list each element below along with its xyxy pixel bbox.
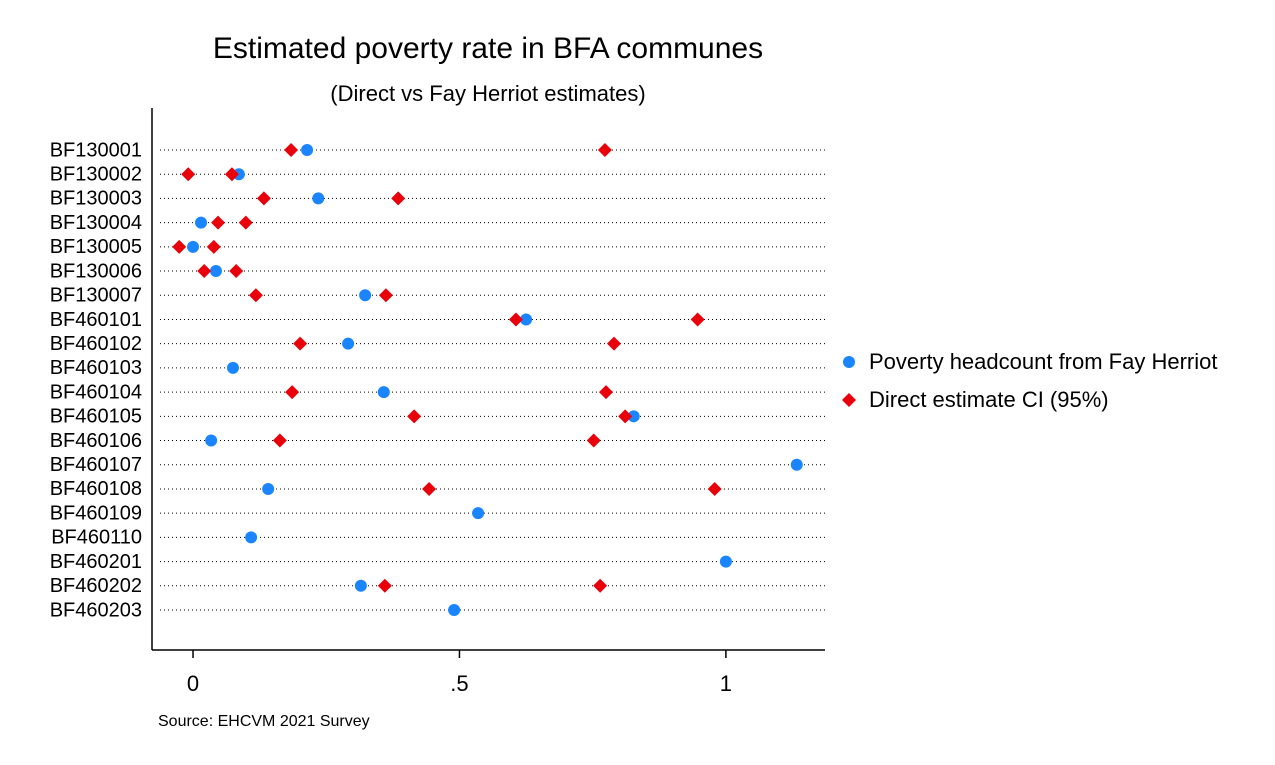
legend-marker bbox=[843, 356, 855, 368]
diamond bbox=[172, 239, 187, 254]
dot bbox=[226, 361, 239, 374]
diamond bbox=[586, 433, 601, 448]
dot bbox=[187, 240, 200, 253]
dot bbox=[245, 531, 258, 544]
dot bbox=[262, 482, 275, 495]
diamond bbox=[284, 143, 299, 157]
y-tick-label: BF130007 bbox=[50, 285, 142, 307]
diamond bbox=[293, 336, 308, 351]
diamond bbox=[256, 191, 271, 206]
dot bbox=[205, 434, 218, 447]
x-tick-label: .5 bbox=[450, 671, 468, 696]
legend-label: Poverty headcount from Fay Herriot bbox=[869, 349, 1217, 374]
y-tick-label: BF460201 bbox=[50, 551, 142, 573]
dot bbox=[377, 386, 390, 399]
chart-subtitle: (Direct vs Fay Herriot estimates) bbox=[330, 81, 645, 106]
y-tick-label: BF460107 bbox=[50, 454, 142, 476]
diamond bbox=[598, 385, 613, 400]
diamond bbox=[377, 578, 392, 593]
y-tick-label: BF460110 bbox=[51, 527, 142, 549]
diamond bbox=[238, 215, 253, 230]
y-tick-label: BF460101 bbox=[50, 309, 142, 331]
diamond bbox=[606, 336, 621, 351]
y-tick-label: BF460108 bbox=[50, 478, 142, 500]
diamond bbox=[407, 409, 422, 424]
legend-label: Direct estimate CI (95%) bbox=[869, 387, 1109, 412]
chart-title: Estimated poverty rate in BFA communes bbox=[213, 32, 763, 65]
dot bbox=[790, 458, 803, 471]
y-tick-label: BF130005 bbox=[50, 236, 142, 258]
diamond bbox=[391, 191, 406, 206]
diamond bbox=[206, 239, 221, 254]
y-tick-label: BF130001 bbox=[50, 139, 142, 161]
dot bbox=[354, 579, 367, 592]
dot bbox=[209, 265, 222, 278]
diamond bbox=[593, 578, 608, 593]
dot bbox=[472, 507, 485, 520]
dot bbox=[627, 410, 640, 423]
legend-marker bbox=[842, 393, 856, 407]
diamond bbox=[224, 167, 239, 182]
diamond bbox=[181, 167, 196, 182]
diamond bbox=[690, 312, 705, 327]
y-tick-label: BF130003 bbox=[50, 188, 142, 210]
y-tick-label: BF460109 bbox=[50, 502, 142, 524]
y-tick-label: BF460105 bbox=[50, 406, 142, 428]
diamond bbox=[211, 215, 226, 230]
dot bbox=[520, 313, 533, 326]
dot bbox=[342, 337, 355, 350]
diamond bbox=[508, 312, 523, 327]
diamond bbox=[248, 288, 263, 303]
y-tick-label: BF460202 bbox=[50, 575, 142, 597]
x-tick-label: 1 bbox=[720, 671, 732, 696]
diamond bbox=[422, 481, 437, 496]
x-tick-label: 0 bbox=[187, 671, 199, 696]
diamond bbox=[229, 264, 244, 279]
diamond bbox=[197, 264, 212, 279]
diamond bbox=[378, 288, 393, 303]
dot bbox=[448, 604, 461, 616]
y-tick-label: BF460104 bbox=[50, 381, 142, 403]
diamond bbox=[272, 433, 287, 448]
diamond bbox=[707, 481, 722, 496]
diamond bbox=[285, 385, 300, 400]
y-tick-label: BF460103 bbox=[50, 357, 142, 379]
dot bbox=[359, 289, 372, 302]
y-tick-label: BF130002 bbox=[50, 163, 142, 185]
y-tick-label: BF130006 bbox=[50, 260, 142, 282]
y-tick-label: BF460106 bbox=[50, 430, 142, 452]
y-tick-label: BF460203 bbox=[50, 599, 142, 621]
dot bbox=[301, 144, 314, 156]
y-tick-label: BF130004 bbox=[50, 212, 142, 234]
dot bbox=[312, 192, 325, 205]
dot bbox=[719, 555, 732, 568]
y-tick-label: BF460102 bbox=[50, 333, 142, 355]
dot bbox=[195, 216, 208, 229]
diamond bbox=[597, 143, 612, 157]
source-note: Source: EHCVM 2021 Survey bbox=[158, 713, 370, 730]
diamond bbox=[618, 409, 633, 424]
